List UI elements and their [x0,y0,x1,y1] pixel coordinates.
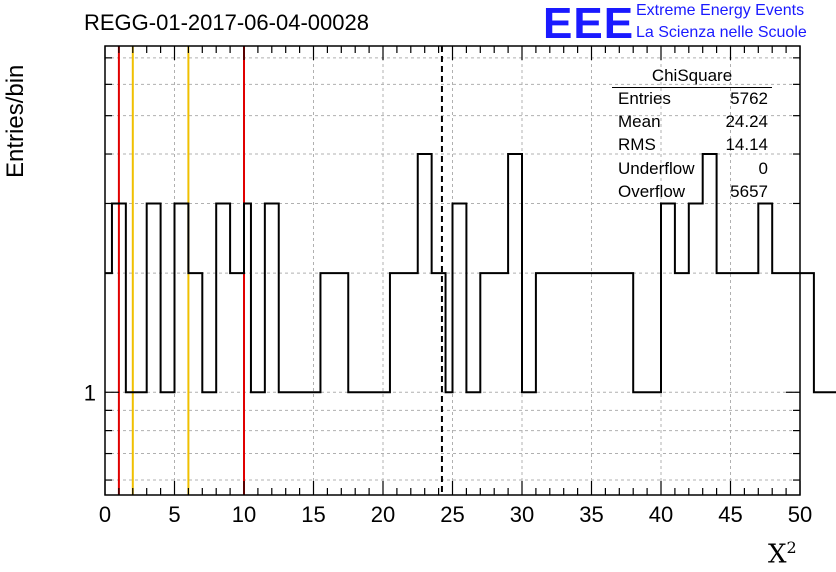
x-axis-label: X2 [768,538,797,570]
stats-label: Mean [618,112,661,132]
x-tick-label: 50 [788,502,812,527]
x-tick-label: 30 [510,502,534,527]
stats-row-underflow: Underflow 0 [612,159,772,182]
stats-label: Underflow [618,158,695,178]
x-tick-label: 5 [168,502,180,527]
stats-value: 5762 [730,89,768,108]
logo-line-1: Extreme Energy Events [636,2,805,19]
x-tick-label: 45 [718,502,742,527]
x-tick-label: 0 [99,502,111,527]
x-tick-label: 40 [649,502,673,527]
stats-row-entries: Entries 5762 [612,89,772,112]
chart-title: REGG-01-2017-06-04-00028 [84,10,369,35]
stats-row-overflow: Overflow 5657 [612,182,772,205]
stats-title: ChiSquare [612,66,772,88]
stats-row-rms: RMS 14.14 [612,135,772,158]
stats-box: ChiSquare Entries 5762 Mean 24.24 RMS 14… [612,66,772,205]
x-tick-label: 20 [371,502,395,527]
stats-label: RMS [618,135,656,155]
eee-logo-mark: EEE [543,0,635,48]
y-tick-label: 1 [84,380,96,405]
x-tick-label: 35 [579,502,603,527]
stats-row-mean: Mean 24.24 [612,112,772,135]
logo-line-2: La Scienza nelle Scuole [636,24,807,41]
stats-value: 0 [758,158,768,178]
y-axis-label: Entries/bin [2,64,29,178]
histogram-outline [105,153,836,394]
x-tick-label: 25 [440,502,464,527]
stats-value: 14.14 [725,135,768,155]
stats-value: 5657 [730,181,768,201]
x-tick-label: 10 [232,502,256,527]
stats-value: 24.24 [725,112,768,132]
stats-label: Entries [618,89,671,108]
stats-label: Overflow [618,181,686,201]
x-tick-label: 15 [301,502,325,527]
